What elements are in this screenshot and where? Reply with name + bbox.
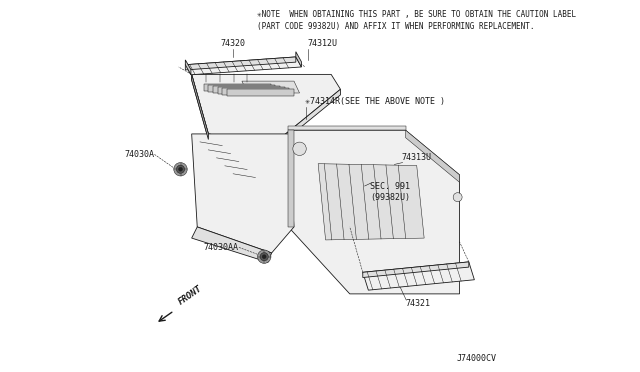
Polygon shape xyxy=(191,227,271,262)
Polygon shape xyxy=(191,74,340,151)
Text: 74030AA: 74030AA xyxy=(203,243,238,252)
Polygon shape xyxy=(191,134,294,253)
Polygon shape xyxy=(227,89,294,96)
Circle shape xyxy=(453,193,462,202)
Text: 74320: 74320 xyxy=(220,39,245,48)
Polygon shape xyxy=(406,130,460,182)
Text: ✳NOTE  WHEN OBTAINING THIS PART , BE SURE TO OBTAIN THE CAUTION LABEL: ✳NOTE WHEN OBTAINING THIS PART , BE SURE… xyxy=(257,10,576,19)
Polygon shape xyxy=(213,86,280,93)
Circle shape xyxy=(257,250,271,263)
Circle shape xyxy=(177,165,184,173)
Polygon shape xyxy=(296,52,301,67)
Circle shape xyxy=(174,163,187,176)
Circle shape xyxy=(260,253,268,261)
Circle shape xyxy=(179,167,182,171)
Polygon shape xyxy=(191,74,340,145)
Circle shape xyxy=(262,255,266,259)
Circle shape xyxy=(449,263,458,272)
Circle shape xyxy=(293,142,306,155)
Text: 74312U: 74312U xyxy=(307,39,337,48)
Polygon shape xyxy=(289,130,460,294)
Polygon shape xyxy=(218,87,285,94)
Text: 74321: 74321 xyxy=(406,299,431,308)
Text: 74030A: 74030A xyxy=(124,150,154,159)
Polygon shape xyxy=(222,88,289,95)
Polygon shape xyxy=(191,74,209,140)
Polygon shape xyxy=(363,262,474,290)
Polygon shape xyxy=(204,84,271,91)
Polygon shape xyxy=(242,81,300,93)
Polygon shape xyxy=(289,130,294,227)
Polygon shape xyxy=(186,57,296,70)
Polygon shape xyxy=(363,262,468,278)
Text: J74000CV: J74000CV xyxy=(457,354,497,363)
Polygon shape xyxy=(209,84,275,92)
Text: SEC. 991
(99382U): SEC. 991 (99382U) xyxy=(370,182,410,202)
Text: 74313U: 74313U xyxy=(402,153,432,162)
Polygon shape xyxy=(289,126,406,130)
Text: ✳74314R(SEE THE ABOVE NOTE ): ✳74314R(SEE THE ABOVE NOTE ) xyxy=(305,97,445,106)
Polygon shape xyxy=(186,57,301,75)
Text: FRONT: FRONT xyxy=(177,284,204,307)
Polygon shape xyxy=(186,60,191,75)
Polygon shape xyxy=(318,164,424,240)
Text: (PART CODE 99382U) AND AFFIX IT WHEN PERFORMING REPLACEMENT.: (PART CODE 99382U) AND AFFIX IT WHEN PER… xyxy=(257,22,534,31)
